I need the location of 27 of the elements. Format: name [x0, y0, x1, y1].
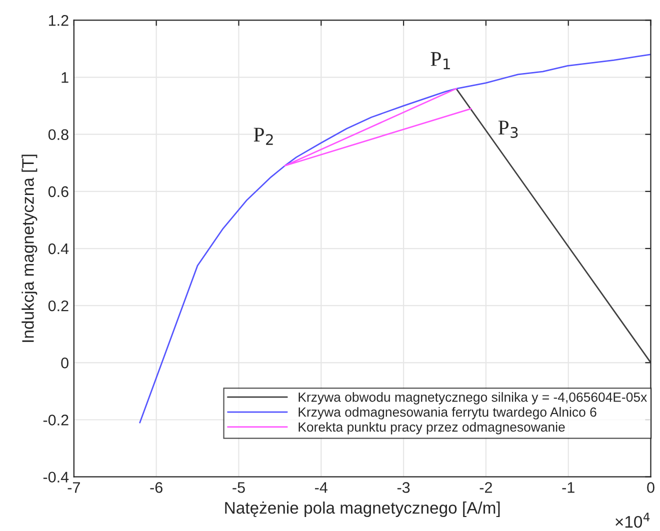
legend-label: Krzywa obwodu magnetycznego silnika y = -4,065604E-05x: [298, 392, 648, 404]
x-tick-label: -7: [68, 482, 80, 493]
annotation: P$_{2}$: [254, 128, 273, 145]
annotation: P$_{3}$: [498, 120, 518, 138]
x-tick-label: -1: [562, 482, 574, 493]
text: ×10$^{4}$: [616, 512, 650, 528]
y-tick-label: 0.6: [48, 186, 68, 198]
legend-label: Krzywa odmagnesowania ferrytu twardego Alnico 6: [298, 407, 596, 420]
x-tick-label: -3: [397, 482, 410, 493]
y-tick-label: -0.4: [43, 472, 69, 483]
legend-label: Korekta punktu pracy przez odmagnesowanie: [298, 422, 565, 434]
y-tick-label: 0.2: [48, 300, 68, 312]
y-tick-label: 1: [62, 72, 68, 83]
x-tick-label: -5: [232, 482, 245, 493]
y-tick-label: 0: [61, 358, 68, 368]
line-series: [139, 54, 651, 424]
y-axis-title: Indukcja magnetyczna [T]: [22, 154, 38, 342]
x-tick-label: 0: [647, 482, 654, 493]
x-axis-title: Natężenie pola magnetycznego [A/m]: [225, 501, 500, 518]
x-tick-label: -6: [150, 482, 162, 493]
y-tick-label: -0.2: [43, 414, 68, 426]
x-tick-label: -2: [480, 482, 492, 493]
y-tick-label: 0.4: [48, 243, 69, 254]
y-tick-label: 0.8: [48, 129, 68, 140]
annotation: P$_{1}$: [430, 52, 450, 70]
y-tick-label: 1.2: [48, 15, 68, 26]
x-tick-label: -4: [315, 482, 328, 493]
